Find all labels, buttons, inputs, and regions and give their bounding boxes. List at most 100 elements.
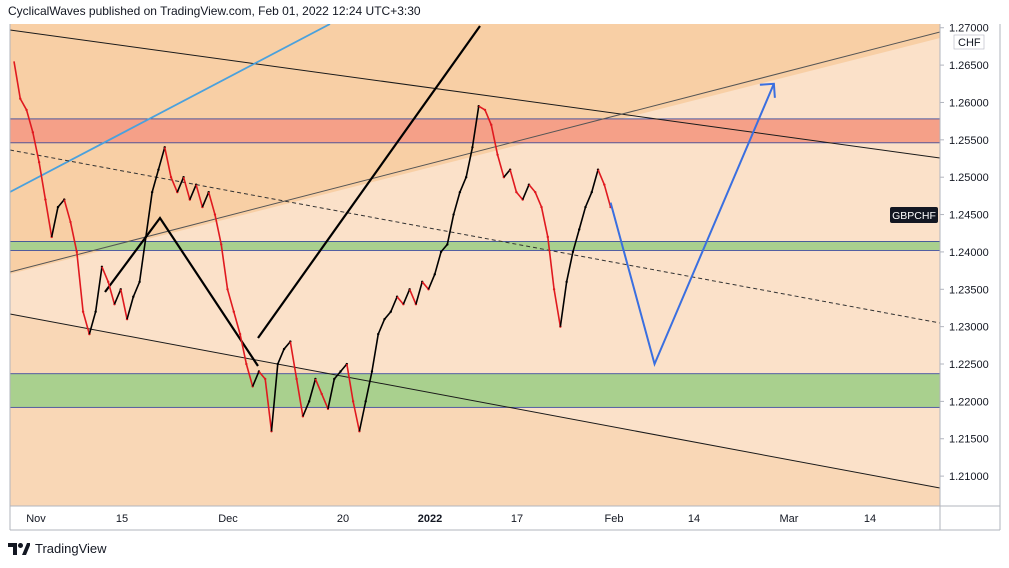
price-segment: [521, 184, 530, 200]
currency-label: CHF: [953, 34, 985, 50]
zigzag-line: [104, 216, 259, 367]
price-segment: [433, 251, 442, 275]
price-segment: [572, 229, 580, 253]
dashed-midline: [10, 149, 940, 324]
price-segment: [346, 363, 354, 402]
price-segment: [528, 184, 536, 193]
symbol-label[interactable]: GBPCHF: [890, 207, 938, 223]
price-segment: [333, 370, 342, 380]
price-segment: [145, 192, 153, 238]
lower-channel-shade: [10, 314, 940, 506]
price-segment: [201, 191, 210, 208]
price-segment: [371, 333, 380, 372]
price-segment: [339, 363, 348, 373]
price-segment: [314, 378, 323, 395]
price-segment: [471, 106, 480, 148]
y-tick-label: 1.25000: [949, 172, 989, 184]
price-segment: [515, 191, 524, 201]
price-segment: [220, 244, 229, 290]
price-segment: [101, 266, 109, 283]
price-segment: [565, 251, 574, 282]
price-segment: [415, 281, 423, 305]
price-segment: [509, 169, 518, 193]
symbol-label-text: GBPCHF: [892, 210, 936, 222]
price-segment: [19, 98, 28, 111]
thick-impulse-line: [257, 25, 481, 339]
x-tick-label: 2022: [418, 513, 442, 525]
price-segment: [107, 281, 116, 305]
tradingview-brand: TradingView: [35, 541, 107, 556]
price-segment: [226, 289, 235, 312]
price-segment: [452, 191, 461, 215]
price-segment: [113, 288, 122, 305]
price-segment: [82, 311, 91, 335]
price-segment: [352, 401, 361, 432]
price-segment: [151, 169, 160, 193]
zone-support-lower: [10, 373, 940, 408]
y-tick-label: 1.23000: [949, 322, 989, 334]
price-segment: [32, 132, 40, 163]
price-segment: [239, 333, 248, 365]
price-segment: [264, 378, 273, 432]
price-segment: [44, 199, 53, 238]
y-tick-label: 1.24000: [949, 247, 989, 259]
price-segment: [390, 296, 398, 313]
y-tick-label: 1.22000: [949, 396, 989, 408]
price-segment: [176, 176, 185, 193]
price-segment: [427, 274, 436, 290]
price-segment: [459, 176, 467, 193]
y-tick-label: 1.24500: [949, 210, 989, 222]
price-segment: [182, 176, 191, 200]
x-tick-label: 20: [337, 513, 349, 525]
price-segment: [25, 109, 34, 133]
price-segment: [63, 199, 72, 223]
y-tick-label: 1.26000: [949, 97, 989, 109]
price-segment: [446, 214, 455, 245]
y-tick-label: 1.23500: [949, 284, 989, 296]
price-segment: [126, 296, 135, 320]
price-segment: [364, 371, 373, 402]
price-segment: [50, 206, 59, 238]
x-tick-label: 17: [511, 513, 523, 525]
price-segment: [157, 147, 166, 170]
x-tick-label: 14: [688, 513, 700, 525]
price-segment: [57, 199, 65, 208]
price-segment: [132, 281, 141, 298]
price-segment: [578, 206, 587, 230]
x-tick-label: Mar: [780, 513, 799, 525]
tradingview-logo-icon: [8, 542, 30, 555]
price-segment: [421, 281, 430, 290]
rising-trendline: [10, 31, 940, 273]
publish-info: CyclicalWaves published on TradingView.c…: [8, 4, 421, 18]
price-segment: [465, 147, 474, 178]
price-segment: [207, 191, 216, 215]
projection-arrowhead: [759, 82, 776, 98]
price-segment: [214, 214, 223, 245]
price-segment: [38, 162, 47, 200]
price-segment: [138, 236, 147, 282]
price-segment: [308, 378, 317, 402]
price-segment: [163, 147, 172, 178]
price-segment: [358, 401, 367, 432]
price-segment: [590, 169, 599, 193]
x-tick-label: 15: [116, 513, 128, 525]
zone-support-upper: [10, 241, 940, 251]
price-segment: [233, 311, 241, 335]
price-segment: [584, 191, 593, 208]
price-segment: [327, 378, 336, 410]
price-segment: [277, 348, 285, 365]
price-segment: [540, 206, 549, 238]
price-segment: [478, 105, 486, 111]
price-segment: [503, 169, 511, 178]
tradingview-footer: TradingView: [8, 541, 107, 556]
price-segment: [119, 289, 128, 320]
price-segment: [408, 288, 417, 305]
lower-channel-line: [10, 313, 940, 489]
price-segment: [245, 363, 254, 387]
price-segment: [283, 341, 291, 350]
price-segment: [258, 370, 266, 380]
y-tick-label: 1.22500: [949, 359, 989, 371]
x-tick-label: Dec: [218, 513, 238, 525]
price-segment: [547, 236, 555, 290]
